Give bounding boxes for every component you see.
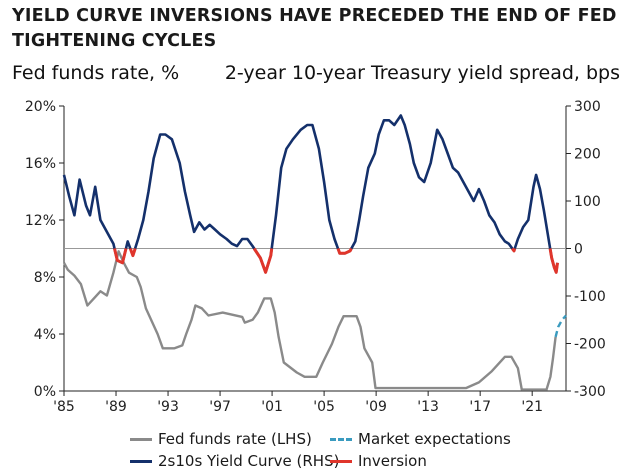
- left-axis-ticks: 0% 4% 8% 12% 16% 20%: [25, 99, 64, 400]
- left-axis-title: Fed funds rate, %: [12, 62, 180, 84]
- right-axis-ticks: -300 -200 -100 0 100 200 300: [566, 99, 606, 400]
- series-fed-funds: [62, 250, 557, 391]
- right-tick-label: -200: [574, 337, 606, 353]
- legend-label-curve: 2s10s Yield Curve (RHS): [158, 452, 340, 470]
- legend-item-expectations: Market expectations: [330, 430, 511, 448]
- legend-swatch-fed-funds: [130, 437, 152, 441]
- inversion-segment: [252, 247, 274, 274]
- left-tick-label: 0%: [34, 384, 56, 400]
- legend-swatch-inversion: [330, 459, 352, 463]
- inversion-segment: [548, 248, 559, 274]
- left-tick-label: 16%: [25, 156, 56, 172]
- right-tick-label: 100: [574, 194, 601, 210]
- inversion-segment: [511, 247, 517, 253]
- right-tick-label: 0: [574, 242, 583, 258]
- x-tick-label: '21: [521, 399, 543, 415]
- series-layer: [62, 114, 567, 391]
- legend-label-expectations: Market expectations: [358, 430, 511, 448]
- left-tick-label: 8%: [34, 270, 56, 286]
- legend-item-fed-funds: Fed funds rate (LHS): [130, 430, 312, 448]
- x-axis-ticks: '85 '89 '93 '97 '01 '05 '09 '13 '17 '21: [53, 391, 543, 415]
- inversion-segment: [113, 248, 128, 265]
- x-tick-label: '85: [53, 399, 75, 415]
- series-market-expectations: [554, 314, 567, 338]
- inversion-segment: [336, 247, 353, 255]
- left-tick-label: 12%: [25, 213, 56, 229]
- x-tick-label: '09: [365, 399, 387, 415]
- legend-item-inversion: Inversion: [330, 452, 427, 470]
- left-tick-label: 20%: [25, 99, 56, 115]
- x-tick-label: '89: [105, 399, 127, 415]
- right-tick-label: 200: [574, 147, 601, 163]
- chart-canvas: 0% 4% 8% 12% 16% 20% -300 -200 -100 0 100 200 300 '…: [25, 99, 606, 415]
- legend-item-curve: 2s10s Yield Curve (RHS): [130, 452, 339, 470]
- x-tick-label: '01: [261, 399, 283, 415]
- right-tick-label: 300: [574, 99, 601, 115]
- legend-label-inversion: Inversion: [358, 452, 427, 470]
- inversion-segment: [128, 247, 137, 258]
- x-tick-label: '05: [313, 399, 335, 415]
- x-tick-label: '17: [469, 399, 491, 415]
- x-tick-label: '97: [209, 399, 231, 415]
- chart-title: YIELD CURVE INVERSIONS HAVE PRECEDED THE…: [12, 6, 617, 51]
- legend-label-fed-funds: Fed funds rate (LHS): [158, 430, 312, 448]
- right-tick-label: -300: [574, 384, 606, 400]
- legend-swatch-curve: [130, 459, 152, 463]
- x-tick-label: '93: [157, 399, 179, 415]
- series-yield-curve: [62, 114, 559, 274]
- x-tick-label: '13: [417, 399, 439, 415]
- left-tick-label: 4%: [34, 327, 56, 343]
- legend-swatch-expectations: [330, 437, 352, 441]
- right-axis-title: 2-year 10-year Treasury yield spread, bp…: [224, 62, 620, 84]
- legend: Fed funds rate (LHS) Market expectations…: [124, 430, 544, 474]
- right-tick-label: -100: [574, 289, 606, 305]
